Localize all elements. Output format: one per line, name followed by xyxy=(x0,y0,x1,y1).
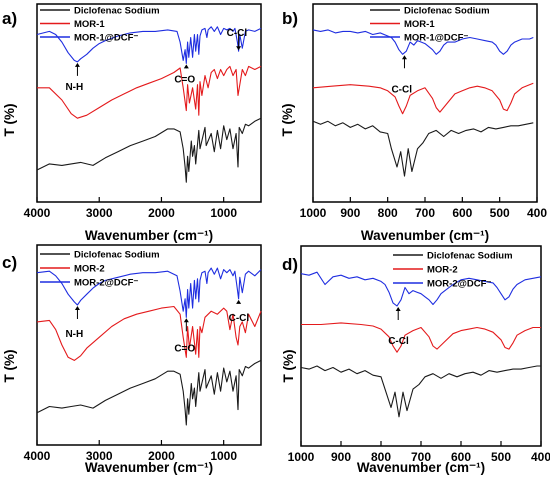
x-axis-title: Wavenumber (cm⁻¹) xyxy=(361,228,489,243)
x-tick-label: 1000 xyxy=(210,449,237,463)
series-line xyxy=(301,322,541,353)
annotation-arrowhead xyxy=(183,64,189,69)
chart-panel-d: d) 1000 900 800 700 600 500 400 Wavenumber (cm⁻¹… xyxy=(281,245,550,475)
annotation-label: C=O xyxy=(174,74,195,85)
legend-label: Diclofenac Sodium xyxy=(74,6,160,17)
legend-label: Diclofenac Sodium xyxy=(74,250,160,261)
chart-panel-a: a) 4000 3000 2000 1000 Wavenumber (cm⁻¹) T (%)… xyxy=(2,3,262,243)
annotation-arrowhead xyxy=(395,307,401,311)
series-line xyxy=(312,82,534,115)
series-line xyxy=(37,65,262,119)
x-tick-label: 600 xyxy=(451,450,471,464)
chart-panel-b: b) 1000 900 800 700 600 500 400 Wavenumber (cm⁻¹… xyxy=(280,3,547,243)
legend-label: MOR-1 xyxy=(74,19,105,30)
legend-label: MOR-2 xyxy=(427,265,458,276)
x-axis-title: Wavenumber (cm⁻¹) xyxy=(85,228,213,243)
x-tick-label: 400 xyxy=(527,206,547,220)
x-tick-label: 2000 xyxy=(148,449,175,463)
legend-label: MOR-1@DCF⁻ xyxy=(404,33,468,44)
annotation-arrowhead xyxy=(183,318,189,323)
annotation-arrowhead xyxy=(236,299,242,304)
legend-label: MOR-2@DCF⁻ xyxy=(74,278,138,289)
legend-label: MOR-2@DCF⁻ xyxy=(427,279,491,290)
x-tick-label: 900 xyxy=(340,206,360,220)
series-line xyxy=(36,26,262,64)
x-tick-label: 700 xyxy=(411,450,431,464)
x-tick-label: 500 xyxy=(490,206,510,220)
y-axis-title: T (%) xyxy=(2,104,17,137)
x-tick-label: 600 xyxy=(452,206,472,220)
x-tick-label: 1000 xyxy=(288,450,315,464)
annotation-label: C-Cl xyxy=(229,313,250,324)
annotation-arrowhead xyxy=(401,55,407,60)
plot-frame xyxy=(36,244,262,446)
plot-frame xyxy=(36,3,262,203)
x-tick-label: 4000 xyxy=(24,449,51,463)
annotation-arrowhead xyxy=(236,46,242,51)
series-line xyxy=(36,305,262,361)
x-tick-label: 500 xyxy=(491,450,511,464)
annotation-label: C-Cl xyxy=(388,336,409,347)
legend-label: MOR-2 xyxy=(74,264,105,275)
x-tick-label: 3000 xyxy=(86,449,113,463)
x-tick-label: 1000 xyxy=(210,206,237,220)
series-line xyxy=(36,117,262,183)
x-tick-label: 4000 xyxy=(24,206,51,220)
series-line xyxy=(300,271,542,307)
annotation-label: C=O xyxy=(174,343,195,354)
y-axis-title: T (%) xyxy=(2,350,17,383)
series-line xyxy=(312,29,534,55)
series-line xyxy=(312,120,534,177)
series-line xyxy=(36,359,262,426)
x-axis-title: Wavenumber (cm⁻¹) xyxy=(357,460,485,475)
legend-label: Diclofenac Sodium xyxy=(404,6,490,17)
annotation-label: C-Cl xyxy=(391,84,412,95)
annotation-label: C-Cl xyxy=(227,28,248,39)
legend-label: Diclofenac Sodium xyxy=(427,251,513,262)
legend-label: MOR-1 xyxy=(404,19,435,30)
x-tick-label: 800 xyxy=(378,206,398,220)
series-line xyxy=(300,365,541,418)
annotation-arrowhead xyxy=(74,306,80,310)
y-axis-title: T (%) xyxy=(280,104,295,137)
panel-letter: a) xyxy=(2,9,17,28)
panel-letter: c) xyxy=(2,253,17,272)
x-tick-label: 3000 xyxy=(86,206,113,220)
series-line xyxy=(36,267,262,318)
panel-letter: d) xyxy=(282,255,298,274)
annotation-arrowhead xyxy=(74,62,80,67)
x-tick-label: 2000 xyxy=(148,206,175,220)
panel-letter: b) xyxy=(282,9,298,28)
y-axis-title: T (%) xyxy=(281,350,296,383)
x-tick-label: 900 xyxy=(331,450,351,464)
x-tick-label: 400 xyxy=(531,450,550,464)
annotation-label: N-H xyxy=(65,82,83,93)
legend-label: MOR-1@DCF⁻ xyxy=(74,33,138,44)
x-tick-label: 800 xyxy=(371,450,391,464)
x-tick-label: 700 xyxy=(415,206,435,220)
x-axis-title: Wavenumber (cm⁻¹) xyxy=(85,460,213,475)
annotation-label: N-H xyxy=(65,329,83,340)
x-tick-label: 1000 xyxy=(300,206,327,220)
